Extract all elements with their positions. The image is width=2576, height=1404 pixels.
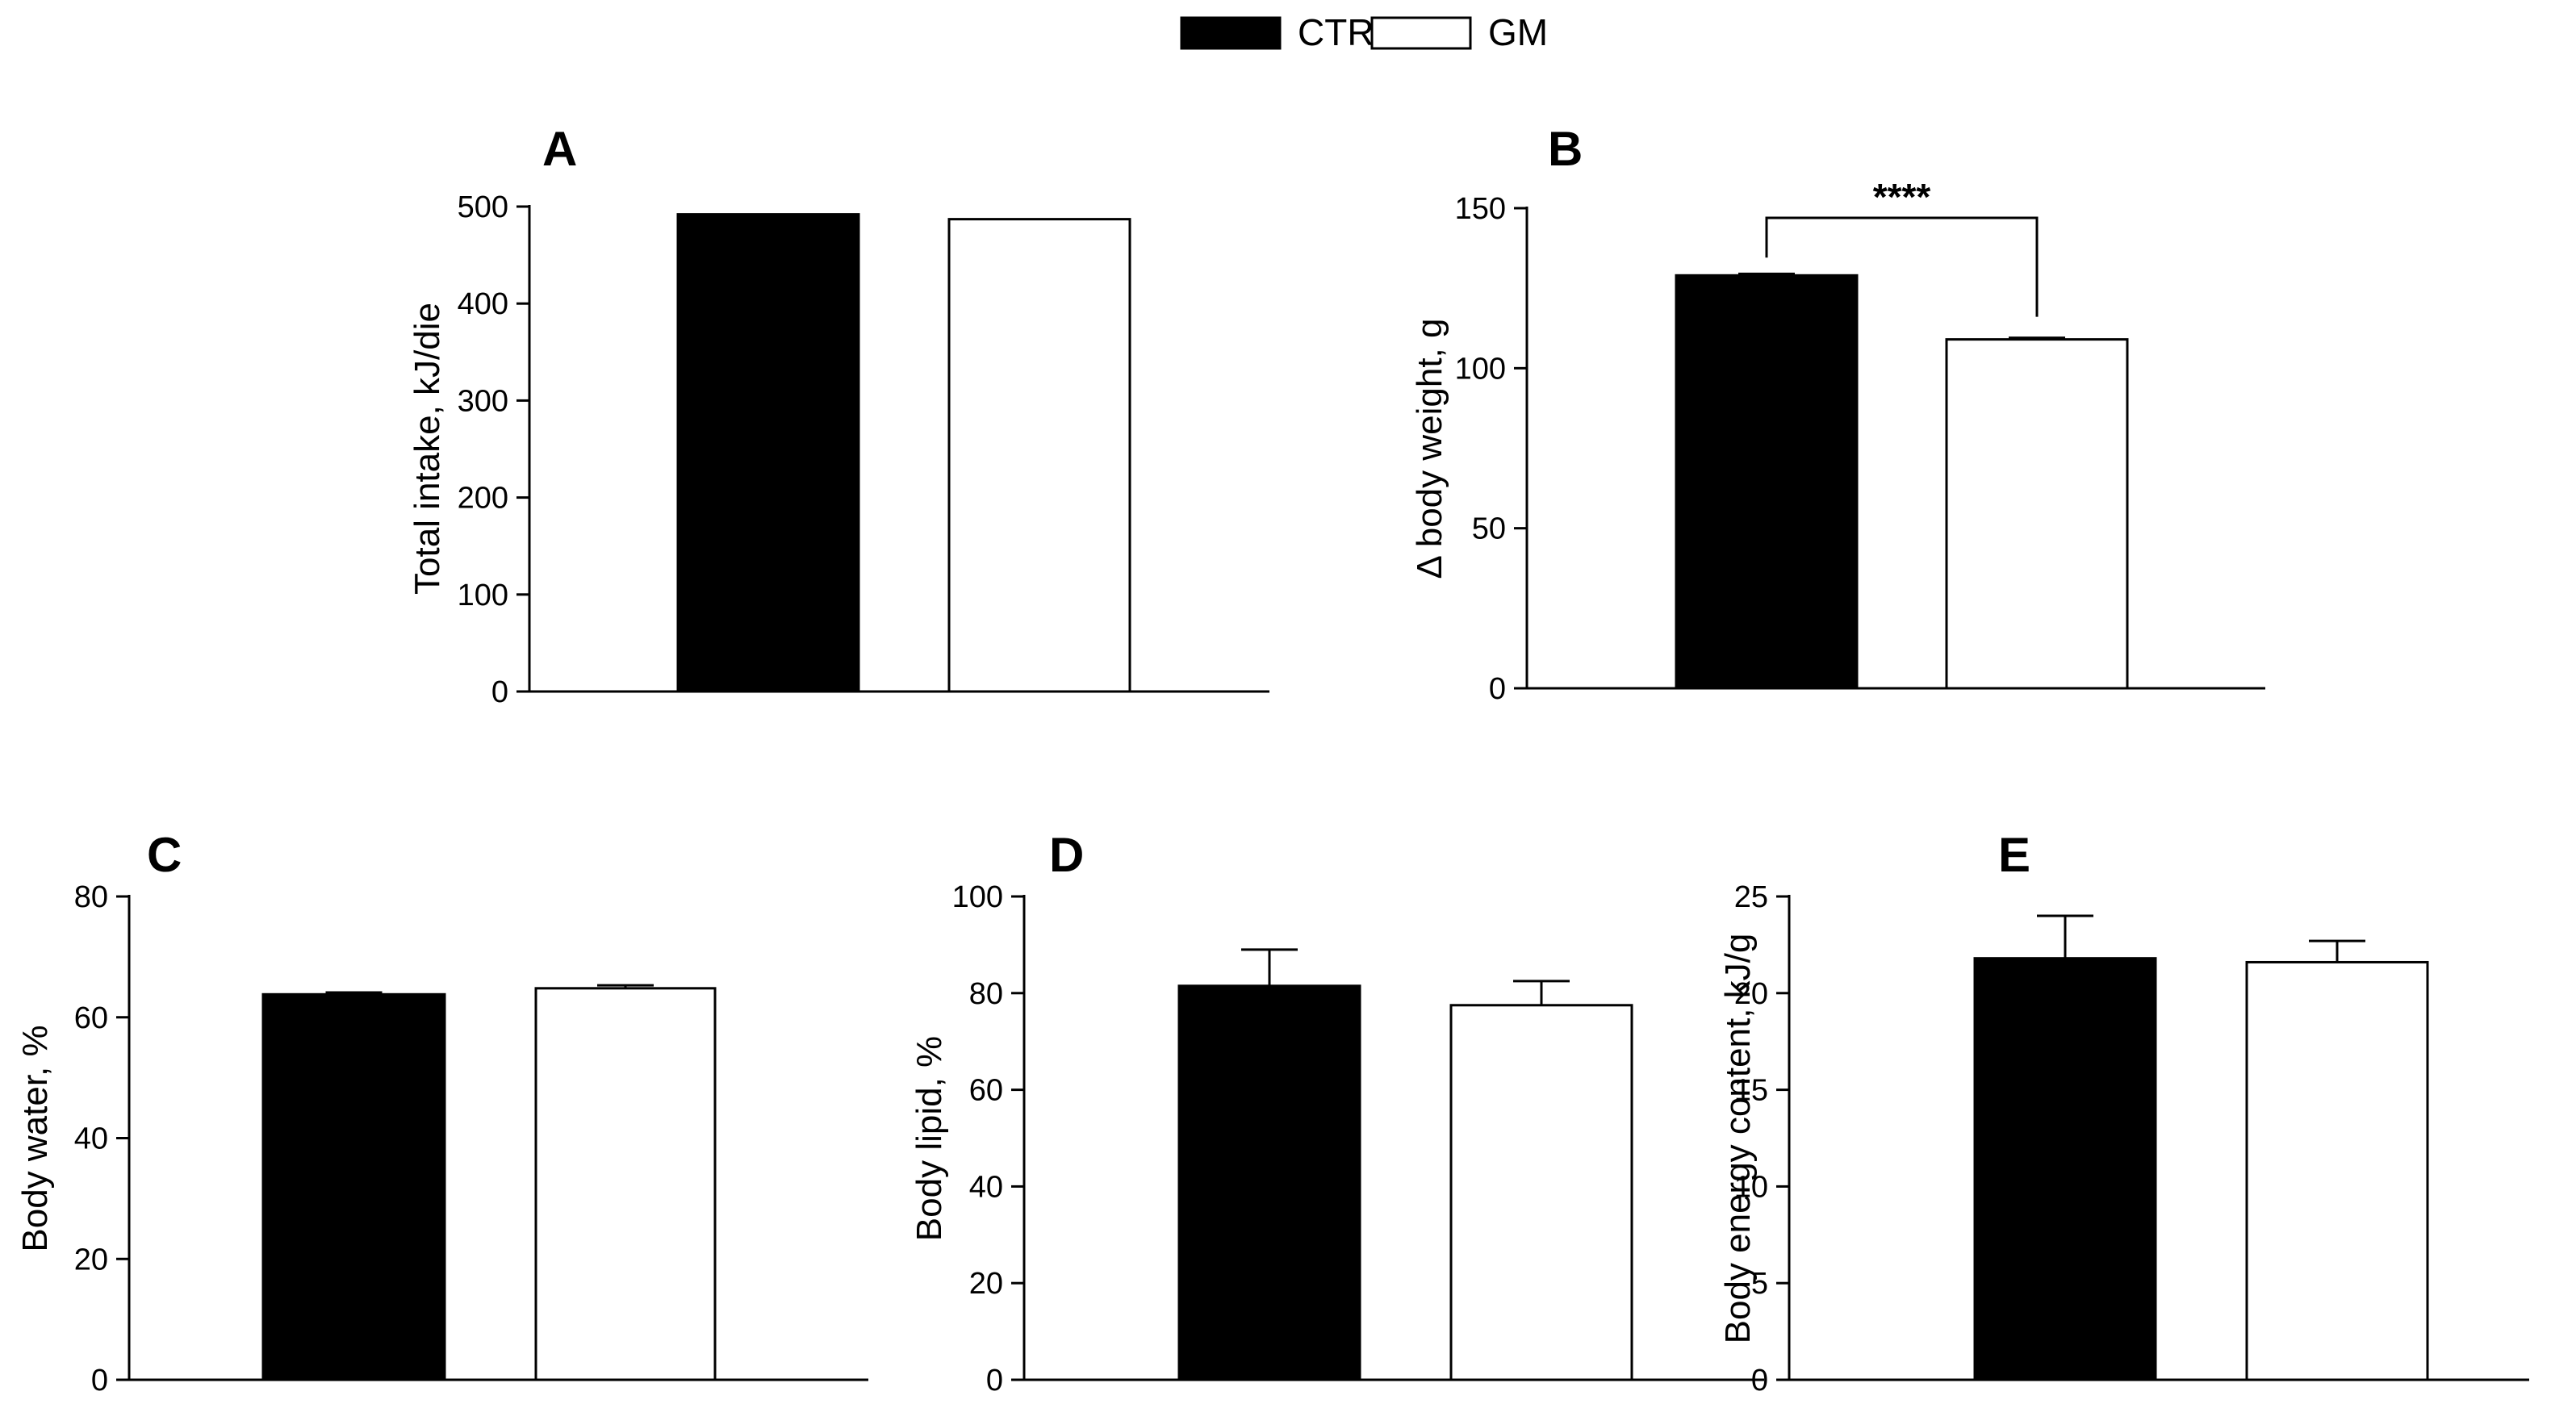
error-bar-e-ctr	[2037, 914, 2093, 959]
bar-a-gm	[947, 218, 1131, 693]
y-tick-label-c-80: 80	[74, 880, 108, 914]
panel-letter-d: D	[1049, 828, 1084, 882]
bar-c-gm	[534, 987, 717, 1381]
y-tick-label-b-150: 150	[1455, 192, 1506, 226]
panel-d: D 0 20 40 60 80 100 Body lipid, %	[910, 828, 1764, 1398]
bar-d-gm	[1449, 1004, 1633, 1381]
legend: CTR GM	[1180, 11, 1548, 53]
y-tick-label-e-10: 10	[1734, 1170, 1768, 1204]
y-tick-label-e-5: 5	[1751, 1267, 1768, 1301]
panel-c: C 0 20 40 60 80 Body water, %	[15, 828, 868, 1398]
y-tick-label-d-80: 80	[969, 977, 1003, 1011]
panel-e: E 0 5 10 15 20 25 Body energy content, kJ/g	[1718, 828, 2529, 1398]
legend-label-gm: GM	[1488, 11, 1548, 53]
y-tick-label-a-400: 400	[458, 287, 508, 321]
panel-letter-a: A	[542, 122, 577, 176]
y-tick-label-d-0: 0	[986, 1364, 1003, 1398]
legend-swatch-gm	[1370, 16, 1472, 50]
error-bar-b-ctr	[1738, 272, 1795, 276]
y-tick-label-e-15: 15	[1734, 1074, 1768, 1108]
y-tick-label-b-0: 0	[1489, 672, 1506, 706]
y-tick-label-c-20: 20	[74, 1243, 108, 1277]
y-tick-label-e-0: 0	[1751, 1364, 1768, 1398]
y-tick-label-d-20: 20	[969, 1267, 1003, 1301]
error-bar-d-gm	[1513, 980, 1570, 1005]
y-tick-label-a-500: 500	[458, 190, 508, 224]
y-tick-label-e-25: 25	[1734, 880, 1768, 914]
y-axis-title-d: Body lipid, %	[910, 1036, 949, 1241]
y-axis-title-a: Total intake, kJ/die	[408, 303, 447, 595]
significance-bracket-b	[1765, 216, 2039, 317]
significance-label-b: ****	[1873, 176, 1931, 218]
y-axis-title-e: Body energy content, kJ/g	[1718, 934, 1758, 1344]
y-tick-label-b-50: 50	[1472, 512, 1506, 546]
panel-letter-b: B	[1548, 122, 1583, 176]
bar-b-gm	[1945, 338, 2129, 690]
error-bar-b-gm	[2009, 336, 2065, 340]
y-tick-label-c-0: 0	[91, 1364, 108, 1398]
y-axis-title-c: Body water, %	[15, 1025, 55, 1251]
y-tick-label-e-20: 20	[1734, 977, 1768, 1011]
legend-swatch-ctr	[1180, 16, 1282, 50]
error-bar-c-gm	[597, 984, 654, 988]
error-bar-d-ctr	[1241, 948, 1298, 986]
y-tick-label-d-40: 40	[969, 1170, 1003, 1204]
legend-label-ctr: CTR	[1298, 11, 1374, 53]
y-tick-label-b-100: 100	[1455, 352, 1506, 386]
error-bar-e-gm	[2309, 939, 2365, 963]
bar-e-gm	[2245, 960, 2429, 1381]
y-tick-label-a-0: 0	[491, 675, 508, 709]
panel-letter-c: C	[147, 828, 182, 882]
y-tick-label-d-60: 60	[969, 1074, 1003, 1108]
y-tick-label-d-100: 100	[952, 880, 1003, 914]
y-tick-label-c-40: 40	[74, 1122, 108, 1156]
bar-c-ctr	[261, 992, 446, 1381]
error-bar-c-ctr	[325, 991, 383, 995]
y-axis-title-b: Δ body weight, g	[1410, 319, 1449, 579]
bar-a-ctr	[676, 213, 860, 693]
y-tick-label-c-60: 60	[74, 1001, 108, 1035]
y-tick-label-a-100: 100	[458, 579, 508, 612]
panel-a: A 0 100 200 300 400 500 Total intake, kJ/die	[408, 122, 1269, 709]
panel-letter-e: E	[1998, 828, 2030, 882]
bar-d-ctr	[1177, 984, 1361, 1381]
y-tick-label-a-300: 300	[458, 384, 508, 418]
bar-e-ctr	[1973, 957, 2157, 1381]
panel-b: B 0 50 100 150 Δ body weight, g ****	[1410, 122, 2265, 706]
y-tick-label-a-200: 200	[458, 482, 508, 516]
bar-b-ctr	[1675, 274, 1859, 690]
